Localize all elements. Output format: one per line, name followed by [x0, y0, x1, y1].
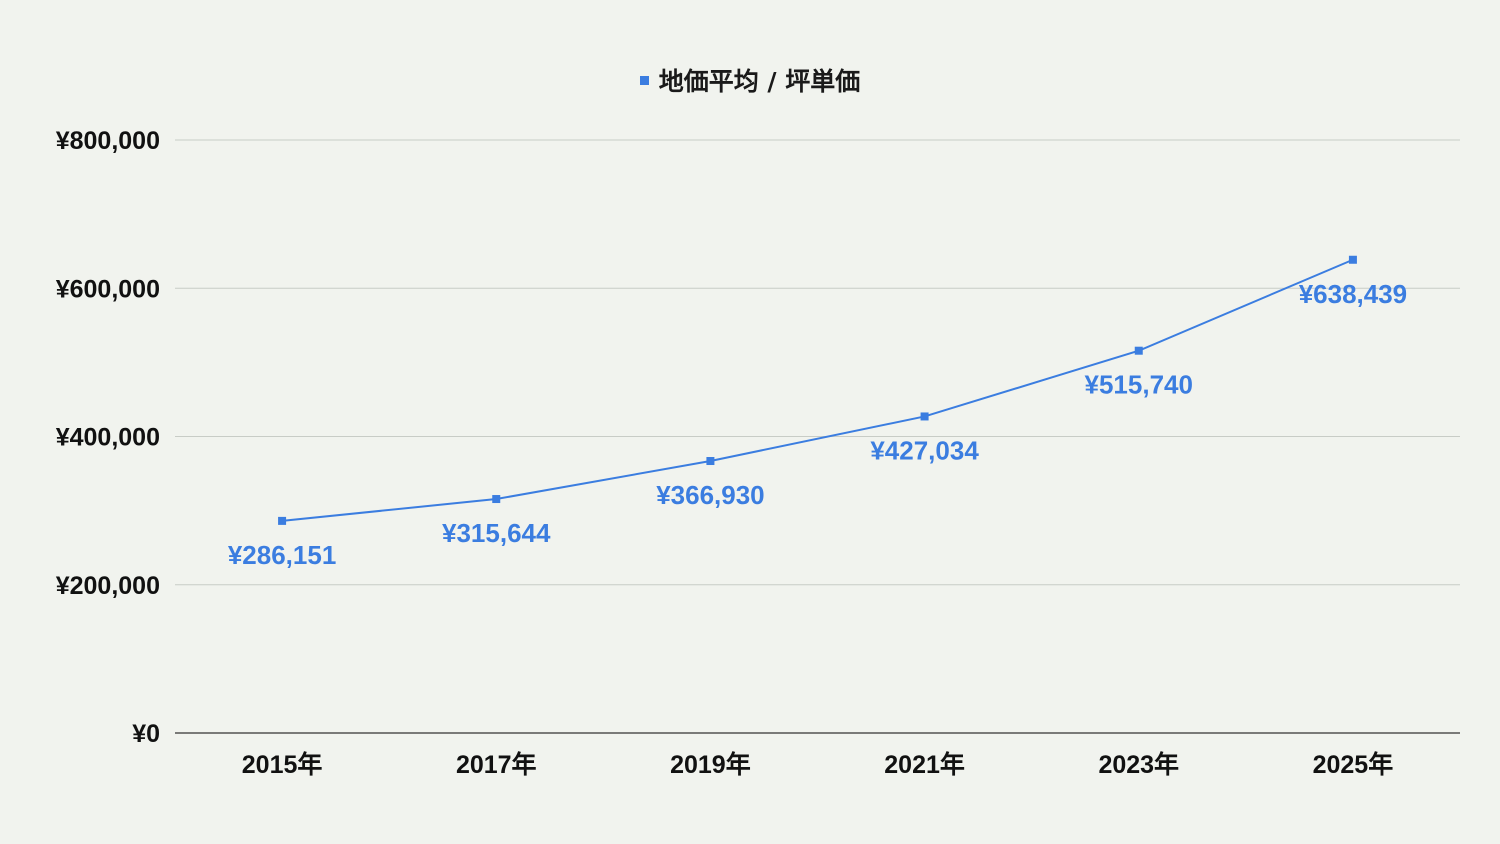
y-tick-label: ¥0	[132, 720, 160, 748]
x-tick-label: 2023年	[1098, 750, 1179, 779]
legend-swatch-icon	[639, 75, 649, 85]
y-tick-label: ¥600,000	[56, 275, 160, 303]
x-tick-label: 2025年	[1313, 750, 1394, 779]
x-tick-label: 2019年	[670, 750, 751, 779]
y-tick-label: ¥800,000	[56, 127, 160, 155]
data-point	[1134, 346, 1143, 355]
series-line	[281, 258, 1354, 522]
data-label: ¥366,930	[656, 480, 764, 510]
data-label: ¥286,151	[228, 540, 336, 570]
data-point	[278, 516, 287, 525]
legend-item: 地価平均 / 坪単価	[639, 62, 861, 98]
x-tick-label: 2017年	[456, 750, 537, 779]
data-point	[1348, 255, 1357, 264]
data-label: ¥427,034	[870, 435, 979, 465]
legend-label: 地価平均 / 坪単価	[658, 67, 861, 96]
data-point	[492, 495, 501, 504]
x-tick-label: 2015年	[242, 750, 323, 779]
legend: 地価平均 / 坪単価	[0, 62, 1500, 98]
y-tick-label: ¥400,000	[56, 424, 160, 452]
data-label: ¥515,740	[1085, 370, 1193, 400]
y-tick-label: ¥200,000	[56, 572, 160, 600]
data-label: ¥638,439	[1299, 279, 1407, 309]
data-label: ¥315,644	[442, 518, 551, 548]
data-point	[706, 457, 715, 466]
data-point	[920, 412, 929, 421]
x-tick-label: 2021年	[884, 750, 965, 779]
